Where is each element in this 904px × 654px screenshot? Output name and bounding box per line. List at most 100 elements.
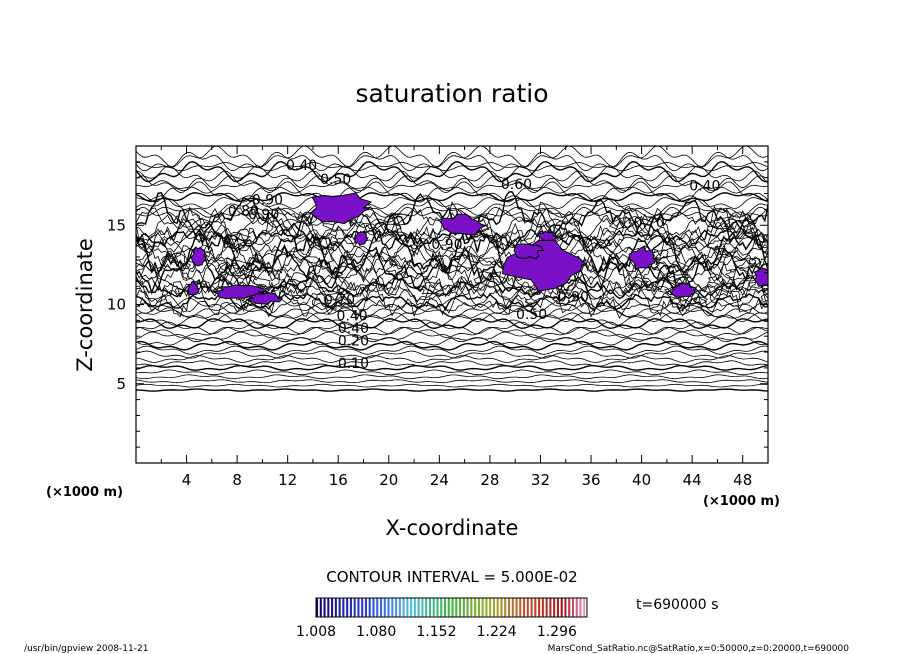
- contour-line: [136, 350, 768, 359]
- contour-label: 0.90: [558, 289, 589, 305]
- colorbar-stripe: [331, 598, 334, 617]
- contour-cell: [524, 298, 538, 306]
- colorbar-stripe: [549, 598, 552, 617]
- colorbar-stripe: [451, 598, 454, 617]
- contour-cell: [734, 257, 757, 269]
- contour-cell: [626, 276, 650, 291]
- contour-line: [136, 151, 768, 172]
- contour-cell: [672, 276, 688, 285]
- y-axis-title: Z-coordinate: [73, 238, 97, 372]
- colorbar-stripe: [541, 598, 544, 617]
- colorbar-stripe: [462, 598, 465, 617]
- colorbar-stripe: [553, 598, 556, 617]
- contour-cell: [528, 289, 541, 297]
- contour-label: 0.40: [337, 308, 368, 324]
- contour-label: 0.80: [228, 204, 259, 220]
- colorbar-stripe: [349, 598, 352, 617]
- colorbar-stripe: [376, 598, 379, 617]
- colorbar-stripe: [379, 598, 383, 617]
- contour-label: 0.50: [516, 307, 547, 323]
- contour-cell: [323, 291, 353, 309]
- contour-line: [136, 331, 768, 343]
- contour-cell: [742, 222, 759, 234]
- colorbar-stripe: [489, 598, 492, 617]
- shaded-region: [513, 243, 545, 260]
- shaded-region: [246, 292, 284, 305]
- contour-cell: [223, 232, 251, 250]
- contour-cell: [214, 262, 240, 277]
- colorbar-stripe: [368, 598, 371, 617]
- contour-cell: [669, 298, 681, 305]
- colorbar-stripe: [515, 598, 518, 617]
- colorbar-stripe: [496, 598, 499, 617]
- z-tick-label: 15: [107, 216, 126, 234]
- colorbar-stripe: [560, 598, 563, 617]
- contour-cell: [760, 293, 768, 302]
- x-tick-label: 48: [733, 471, 752, 489]
- contour-label: 0.10: [338, 356, 369, 372]
- contour-line: [136, 278, 768, 318]
- colorbar: 1.008 1.080 1.152 1.224 1.296: [296, 597, 588, 640]
- colorbar-stripe: [372, 598, 375, 617]
- x-tick-label: 24: [430, 471, 449, 489]
- colorbar-stripe: [526, 598, 529, 617]
- footer-right: MarsCond_SatRatio.nc@SatRatio,x=0:50000,…: [548, 644, 850, 654]
- colorbar-tick-label: 1.008: [296, 624, 336, 640]
- contour-line: [136, 232, 768, 281]
- contour-label: 0.90: [252, 193, 283, 209]
- contour-label: 0.50: [320, 172, 351, 188]
- contour-cell: [723, 211, 755, 233]
- colorbar-stripe: [364, 598, 368, 617]
- colorbar-stripe: [395, 598, 398, 617]
- z-unit-label: (×1000 m): [46, 485, 123, 500]
- contour-cell: [551, 292, 576, 307]
- contour-line: [136, 307, 768, 323]
- colorbar-stripe: [353, 598, 356, 617]
- colorbar-stripe: [568, 598, 571, 617]
- colorbar-stripe: [556, 598, 559, 617]
- contour-cell: [280, 278, 309, 297]
- shaded-region: [753, 267, 768, 287]
- colorbar-stripe: [316, 598, 319, 617]
- contour-label: 0.20: [338, 334, 369, 350]
- contour-line: [136, 388, 768, 392]
- colorbar-stripe: [575, 598, 578, 617]
- contour-line: [136, 278, 768, 303]
- contour-line: [136, 146, 768, 168]
- colorbar-stripe: [447, 598, 450, 617]
- contour-line: [136, 270, 768, 320]
- contour-cell: [303, 244, 335, 264]
- colorbar-stripe: [432, 598, 435, 617]
- contour-line: [136, 355, 768, 363]
- contour-cell: [332, 270, 344, 278]
- contour-line: [136, 345, 768, 355]
- contour-cell: [384, 223, 402, 233]
- contour-cell: [488, 272, 499, 278]
- colorbar-stripe: [523, 598, 526, 617]
- contour-line: [136, 206, 768, 258]
- contour-cell: [389, 213, 412, 226]
- colorbar-stripe: [466, 598, 469, 617]
- shaded-region: [190, 246, 207, 267]
- shaded-region: [309, 192, 373, 225]
- colorbar-stripe: [485, 598, 488, 617]
- colorbar-stripe: [425, 598, 428, 617]
- contour-line: [136, 364, 768, 371]
- contour-cell: [160, 253, 192, 270]
- colorbar-tick-label: 1.080: [356, 624, 396, 640]
- contour-cell: [654, 279, 678, 293]
- x-tick-label: 28: [480, 471, 499, 489]
- colorbar-stripe: [346, 598, 349, 617]
- colorbar-stripe: [319, 598, 322, 617]
- contour-label: 0.70: [324, 293, 355, 309]
- colorbar-stripe: [470, 598, 473, 617]
- x-unit-label: (×1000 m): [703, 494, 780, 509]
- shaded-region: [628, 245, 656, 270]
- colorbar-stripe: [357, 598, 360, 617]
- shaded-region: [354, 231, 369, 247]
- contour-label: 0.60: [501, 177, 532, 193]
- contour-cell: [194, 233, 208, 242]
- colorbar-stripe: [361, 598, 364, 617]
- contour-line: [136, 369, 768, 376]
